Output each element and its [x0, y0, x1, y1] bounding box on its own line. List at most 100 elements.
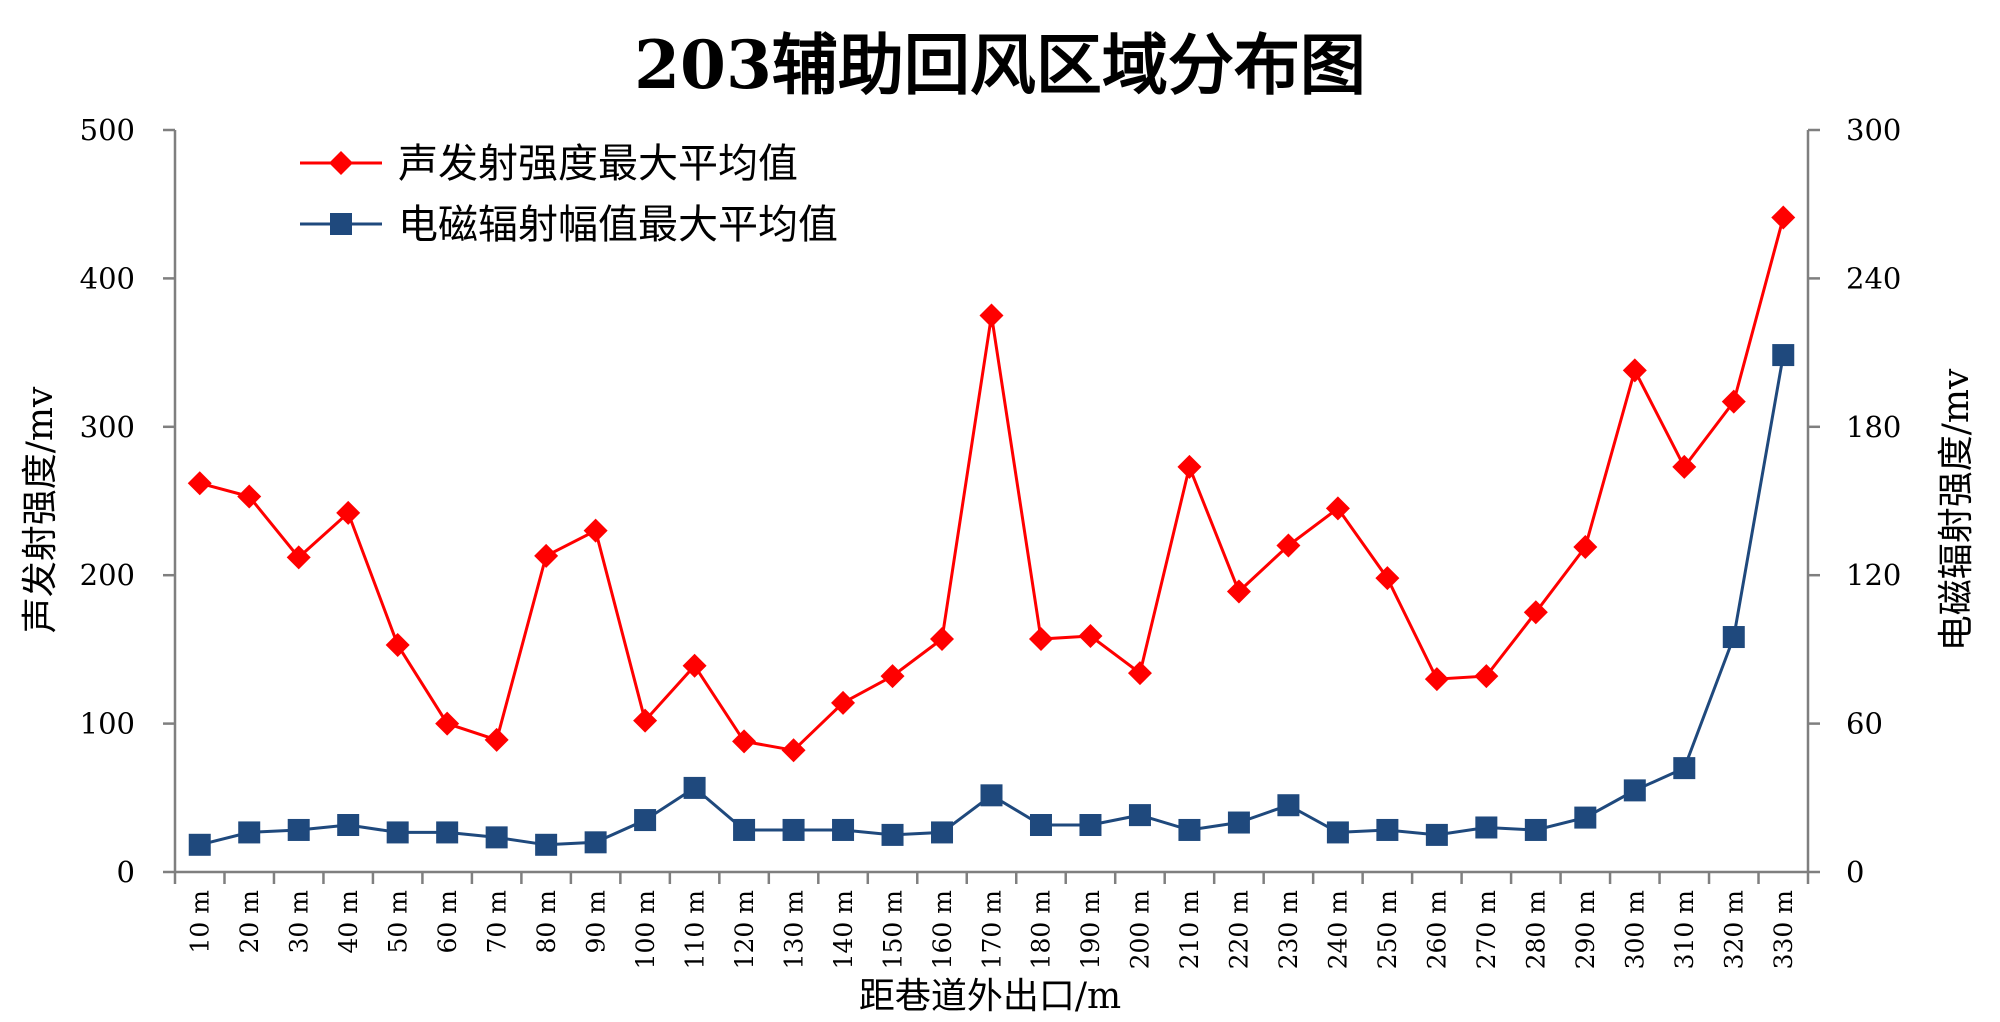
x-tick-label: 70 m — [482, 890, 511, 954]
legend: 声发射强度最大平均值 电磁辐射幅值最大平均值 — [300, 141, 838, 248]
y-tick-label: 100 — [80, 707, 135, 741]
acoustic-emission-point — [1771, 205, 1796, 230]
electromagnetic-point — [485, 826, 508, 849]
electromagnetic-point — [1524, 818, 1547, 841]
y-tick-label: 0 — [117, 855, 135, 889]
acoustic-emission-point — [336, 500, 361, 525]
x-tick-label: 120 m — [730, 890, 759, 970]
y-tick-label: 500 — [80, 113, 135, 147]
y-tick-label: 400 — [80, 261, 135, 295]
electromagnetic-point — [733, 818, 756, 841]
electromagnetic-point — [1178, 818, 1201, 841]
x-tick-label: 220 m — [1225, 890, 1254, 970]
y-tick-label: 200 — [80, 558, 135, 592]
acoustic-emission-point — [534, 543, 559, 568]
acoustic-emission-point — [1325, 496, 1350, 521]
series-layer — [187, 205, 1796, 856]
acoustic-emission-point — [1573, 535, 1598, 560]
electromagnetic-point — [1722, 626, 1745, 649]
electromagnetic-point — [1029, 814, 1052, 837]
x-tick-label: 280 m — [1522, 890, 1551, 970]
acoustic-emission-point — [633, 708, 658, 733]
x-tick-label: 30 m — [284, 890, 313, 954]
x-tick-label: 100 m — [631, 890, 660, 970]
acoustic-emission-point — [1672, 454, 1697, 479]
y2-tick-label: 240 — [1846, 261, 1901, 295]
legend-label-electromagnetic: 电磁辐射幅值最大平均值 — [398, 202, 838, 248]
x-tick-label: 260 m — [1423, 890, 1452, 970]
acoustic-emission-point — [880, 664, 905, 689]
acoustic-emission-point — [1226, 579, 1251, 604]
x-tick-label: 200 m — [1126, 890, 1155, 970]
y2-axis-title: 电磁辐射强度/mv — [1936, 368, 1977, 651]
acoustic-emission-point — [1276, 533, 1301, 558]
acoustic-emission-point — [237, 484, 262, 509]
acoustic-emission-point — [1375, 566, 1400, 591]
x-tick-label: 60 m — [433, 890, 462, 954]
x-tick-label: 150 m — [878, 890, 907, 970]
y-axis-ticks: 0 100 200 300 400 500 — [80, 113, 175, 889]
x-tick-label: 290 m — [1571, 890, 1600, 970]
acoustic-emission-point — [385, 632, 410, 657]
x-tick-label: 110 m — [680, 890, 709, 970]
x-tick-label: 90 m — [581, 890, 610, 954]
electromagnetic-point — [1376, 818, 1399, 841]
electromagnetic-point — [1574, 806, 1597, 829]
axes — [173, 130, 1810, 874]
electromagnetic-point — [238, 821, 261, 844]
x-tick-label: 300 m — [1621, 890, 1650, 970]
x-tick-label: 160 m — [928, 890, 957, 970]
electromagnetic-point — [1772, 344, 1795, 367]
x-tick-label: 320 m — [1720, 890, 1749, 970]
electromagnetic-point — [683, 776, 706, 799]
acoustic-emission-point — [1127, 661, 1152, 686]
legend-marker-diamond — [329, 151, 353, 175]
x-tick-label: 40 m — [334, 890, 363, 954]
y2-tick-label: 120 — [1846, 558, 1901, 592]
x-tick-label: 10 m — [185, 890, 214, 954]
acoustic-emission-point — [979, 303, 1004, 328]
electromagnetic-point — [634, 809, 657, 832]
x-axis-title: 距巷道外出口/m — [859, 976, 1121, 1017]
x-tick-label: 250 m — [1373, 890, 1402, 970]
acoustic-emission-point — [732, 729, 757, 754]
electromagnetic-point — [881, 823, 904, 846]
electromagnetic-point — [1326, 821, 1349, 844]
electromagnetic-point — [1673, 757, 1696, 780]
acoustic-emission-point — [930, 627, 955, 652]
x-tick-label: 330 m — [1769, 890, 1798, 970]
x-axis-ticks: 10 m 20 m 30 m 40 m 50 m 60 m 70 m 80 m 90 m 100 … — [173, 872, 1810, 970]
x-tick-label: 140 m — [829, 890, 858, 970]
acoustic-emission-point — [484, 727, 509, 752]
x-tick-label: 190 m — [1076, 890, 1105, 970]
acoustic-emission-series-line — [199, 217, 1785, 752]
legend-label-acoustic: 声发射强度最大平均值 — [398, 141, 798, 187]
electromagnetic-point — [1227, 811, 1250, 834]
x-tick-label: 80 m — [532, 890, 561, 954]
y2-tick-label: 180 — [1846, 410, 1901, 444]
acoustic-emission-point — [1028, 627, 1053, 652]
electromagnetic-point — [782, 818, 805, 841]
x-tick-label: 230 m — [1274, 890, 1303, 970]
acoustic-emission-point — [1523, 600, 1548, 625]
electromagnetic-point — [337, 814, 360, 837]
y-tick-label: 300 — [80, 410, 135, 444]
acoustic-emission-point — [583, 518, 608, 543]
x-tick-label: 240 m — [1324, 890, 1353, 970]
y2-tick-label: 300 — [1846, 113, 1901, 147]
electromagnetic-point — [535, 833, 558, 856]
y2-tick-label: 0 — [1846, 855, 1864, 889]
electromagnetic-point — [1128, 804, 1151, 827]
y2-tick-label: 60 — [1846, 707, 1883, 741]
acoustic-emission-point — [831, 690, 856, 715]
x-tick-label: 130 m — [779, 890, 808, 970]
y-axis-title: 声发射强度/mv — [20, 386, 61, 633]
x-tick-label: 20 m — [235, 890, 264, 954]
acoustic-emission-point — [781, 738, 806, 763]
electromagnetic-point — [287, 818, 310, 841]
acoustic-emission-point — [1721, 389, 1746, 414]
acoustic-emission-point — [286, 545, 311, 570]
acoustic-emission-point — [1424, 667, 1449, 692]
